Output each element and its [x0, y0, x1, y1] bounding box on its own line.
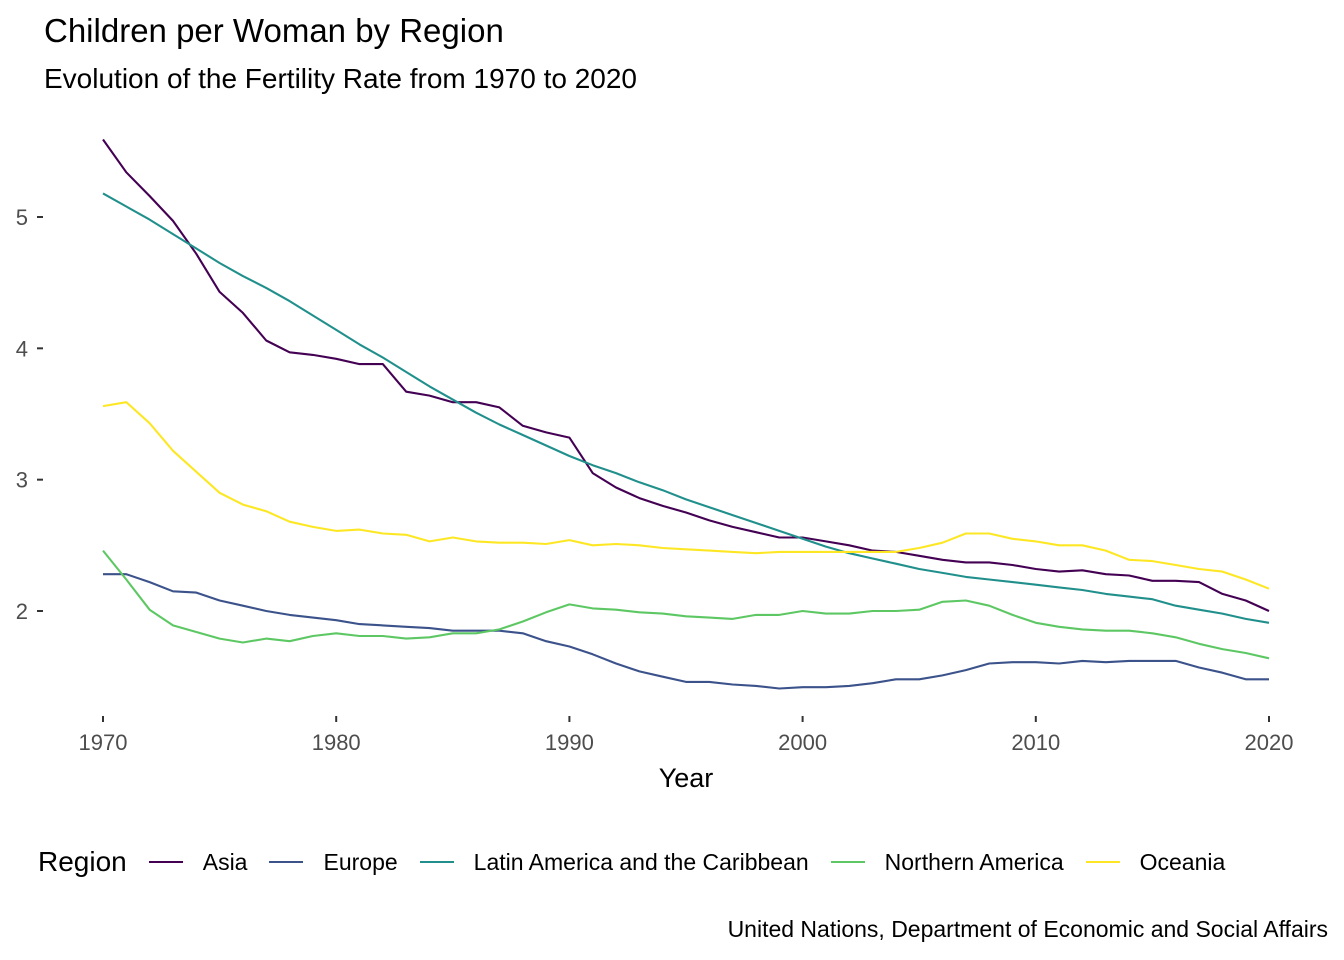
series-lines [102, 138, 1270, 690]
legend-title: Region [38, 846, 127, 877]
legend-key-line [148, 861, 183, 863]
series-line-northern-america [102, 549, 1270, 660]
y-tick-label: 3 [16, 468, 28, 493]
y-axis: 2 3 4 5 [16, 205, 43, 624]
x-tick-label: 2010 [1011, 730, 1060, 755]
legend-item-oceania: Oceania [1085, 848, 1226, 876]
x-tick-label: 1970 [79, 730, 128, 755]
series-line-latin-america-and-the-caribbean [102, 192, 1270, 624]
legend-item-latin-america-and-the-caribbean: Latin America and the Caribbean [419, 848, 809, 876]
series-line-europe [103, 573, 1269, 690]
chart-caption: United Nations, Department of Economic a… [727, 916, 1328, 942]
x-tick-label: 1990 [545, 730, 594, 755]
chart-title: Children per Woman by Region [44, 12, 504, 49]
x-axis-title: Year [659, 763, 714, 793]
y-tick-label: 5 [16, 205, 28, 230]
chart-subtitle: Evolution of the Fertility Rate from 197… [44, 63, 637, 94]
legend-label: Oceania [1139, 848, 1226, 875]
legend-item-asia: Asia [148, 848, 248, 876]
legend-key-line [269, 861, 304, 863]
x-axis: 1970 1980 1990 2000 2010 2020 [79, 716, 1294, 755]
legend-item-northern-america: Northern America [830, 848, 1064, 876]
y-tick-label: 2 [16, 599, 28, 624]
legend-label: Northern America [884, 848, 1064, 875]
legend-label: Europe [323, 848, 398, 875]
x-tick-label: 2000 [778, 730, 827, 755]
legend-label: Asia [202, 848, 248, 875]
legend: Region Asia Europe Latin America and the C… [38, 846, 1247, 878]
series-line-oceania [102, 401, 1270, 590]
legend-key-line [830, 861, 865, 863]
x-tick-label: 2020 [1245, 730, 1294, 755]
legend-key-line [1085, 861, 1120, 863]
legend-item-europe: Europe [269, 848, 398, 876]
legend-label: Latin America and the Caribbean [473, 848, 809, 875]
x-tick-label: 1980 [312, 730, 361, 755]
series-line-asia [102, 138, 1270, 612]
legend-key-line [419, 861, 454, 863]
y-tick-label: 4 [16, 336, 28, 361]
